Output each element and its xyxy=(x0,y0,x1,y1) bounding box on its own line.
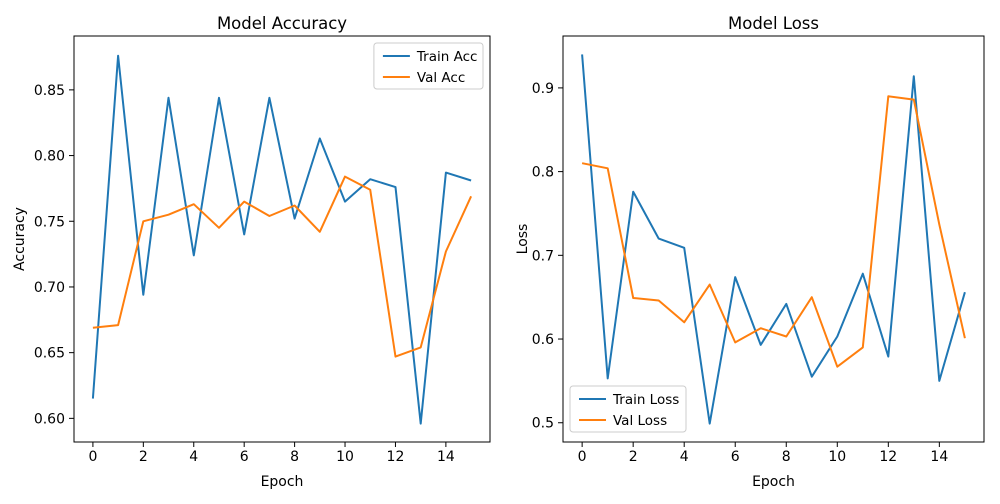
x-tick-label: 8 xyxy=(290,449,299,465)
accuracy-xlabel: Epoch xyxy=(261,474,304,490)
x-tick-label: 2 xyxy=(629,449,638,465)
y-tick-label: 0.65 xyxy=(34,346,65,362)
x-tick-label: 4 xyxy=(680,449,689,465)
loss-title: Model Loss xyxy=(728,14,819,33)
y-tick-label: 0.8 xyxy=(532,165,554,181)
y-tick-label: 0.7 xyxy=(532,248,554,264)
x-tick-label: 4 xyxy=(189,449,198,465)
train-acc-legend-label: Train Acc xyxy=(416,49,478,65)
x-tick-label: 2 xyxy=(139,449,148,465)
loss-ylabel: Loss xyxy=(515,224,531,255)
x-tick-label: 14 xyxy=(437,449,455,465)
y-tick-label: 0.6 xyxy=(532,332,554,348)
y-tick-label: 0.70 xyxy=(34,280,65,296)
axes-frame xyxy=(562,35,985,443)
loss-legend: Train Loss Val Loss xyxy=(569,385,687,433)
train-loss-legend-label: Train Loss xyxy=(612,392,679,408)
val-loss-legend-label: Val Loss xyxy=(613,413,667,429)
train-acc-line xyxy=(91,54,472,425)
axes-frame xyxy=(73,35,491,443)
x-tick-label: 10 xyxy=(828,449,846,465)
y-tick-label: 0.60 xyxy=(34,411,65,427)
x-tick-label: 0 xyxy=(578,449,587,465)
x-tick-label: 0 xyxy=(88,449,97,465)
x-tick-label: 6 xyxy=(240,449,249,465)
y-tick-label: 0.9 xyxy=(532,81,554,97)
x-tick-label: 12 xyxy=(387,449,405,465)
y-tick-label: 0.75 xyxy=(34,214,65,230)
y-tick-label: 0.80 xyxy=(34,149,65,165)
x-tick-label: 10 xyxy=(336,449,354,465)
train-loss-line xyxy=(581,54,966,425)
loss-chart: Model Loss 0 2 4 6 8 10 12 14 0.5 0.6 0.7 0.8 0.9 Epoc… xyxy=(515,14,985,490)
accuracy-chart: Model Accuracy 0 2 4 6 8 10 12 14 0.60 0.65 0.70 0.7… xyxy=(12,14,491,490)
val-acc-line xyxy=(92,175,473,358)
x-tick-label: 6 xyxy=(731,449,740,465)
accuracy-legend: Train Acc Val Acc xyxy=(373,42,484,90)
val-loss-line xyxy=(581,95,966,368)
x-tick-label: 14 xyxy=(930,449,948,465)
x-tick-label: 8 xyxy=(782,449,791,465)
accuracy-ylabel: Accuracy xyxy=(12,207,28,271)
x-tick-label: 12 xyxy=(879,449,897,465)
loss-xlabel: Epoch xyxy=(752,474,795,490)
y-tick-label: 0.5 xyxy=(532,416,554,432)
y-tick-label: 0.85 xyxy=(34,83,65,99)
accuracy-title: Model Accuracy xyxy=(217,14,347,33)
val-acc-legend-label: Val Acc xyxy=(417,70,465,86)
